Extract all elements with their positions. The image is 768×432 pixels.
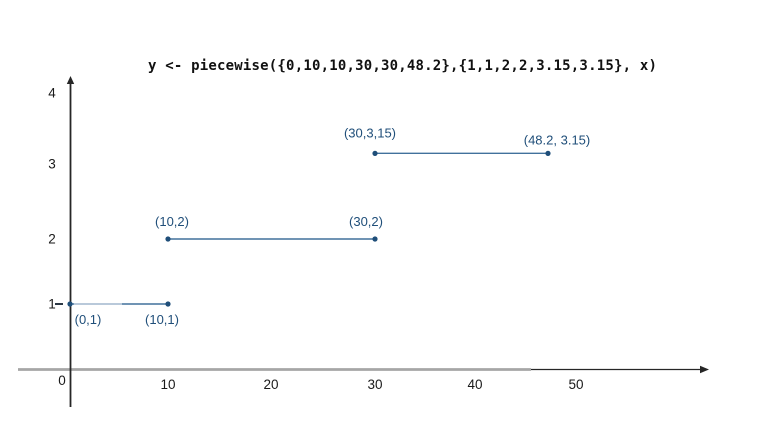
data-point: [372, 236, 378, 242]
data-point-label: (30,3,15): [344, 125, 396, 140]
y-axis-arrowhead-icon: [66, 76, 75, 84]
y-tick-label: 2: [48, 232, 56, 247]
chart-title: y <- piecewise({0,10,10,30,30,48.2},{1,1…: [148, 58, 658, 74]
origin-label: 0: [58, 373, 66, 388]
data-point: [67, 301, 73, 307]
y-tick-label: 3: [48, 157, 56, 172]
data-point-label: (30,2): [349, 214, 383, 229]
data-point-label: (0,1): [75, 312, 102, 327]
data-point-label: (10,2): [155, 214, 189, 229]
x-tick-label: 20: [263, 377, 278, 392]
y-tick-label: 4: [48, 86, 56, 101]
x-axis-arrowhead-icon: [700, 365, 709, 374]
data-point: [545, 150, 551, 156]
x-tick-label: 10: [160, 377, 175, 392]
x-tick-label: 40: [467, 377, 482, 392]
x-tick-label: 50: [568, 377, 583, 392]
data-point: [165, 301, 171, 307]
x-tick-label: 30: [367, 377, 382, 392]
data-point: [372, 150, 378, 156]
y-tick-label: 1: [48, 297, 56, 312]
data-point: [165, 236, 171, 242]
data-point-label: (48.2, 3.15): [524, 132, 591, 147]
data-point-label: (10,1): [145, 312, 179, 327]
